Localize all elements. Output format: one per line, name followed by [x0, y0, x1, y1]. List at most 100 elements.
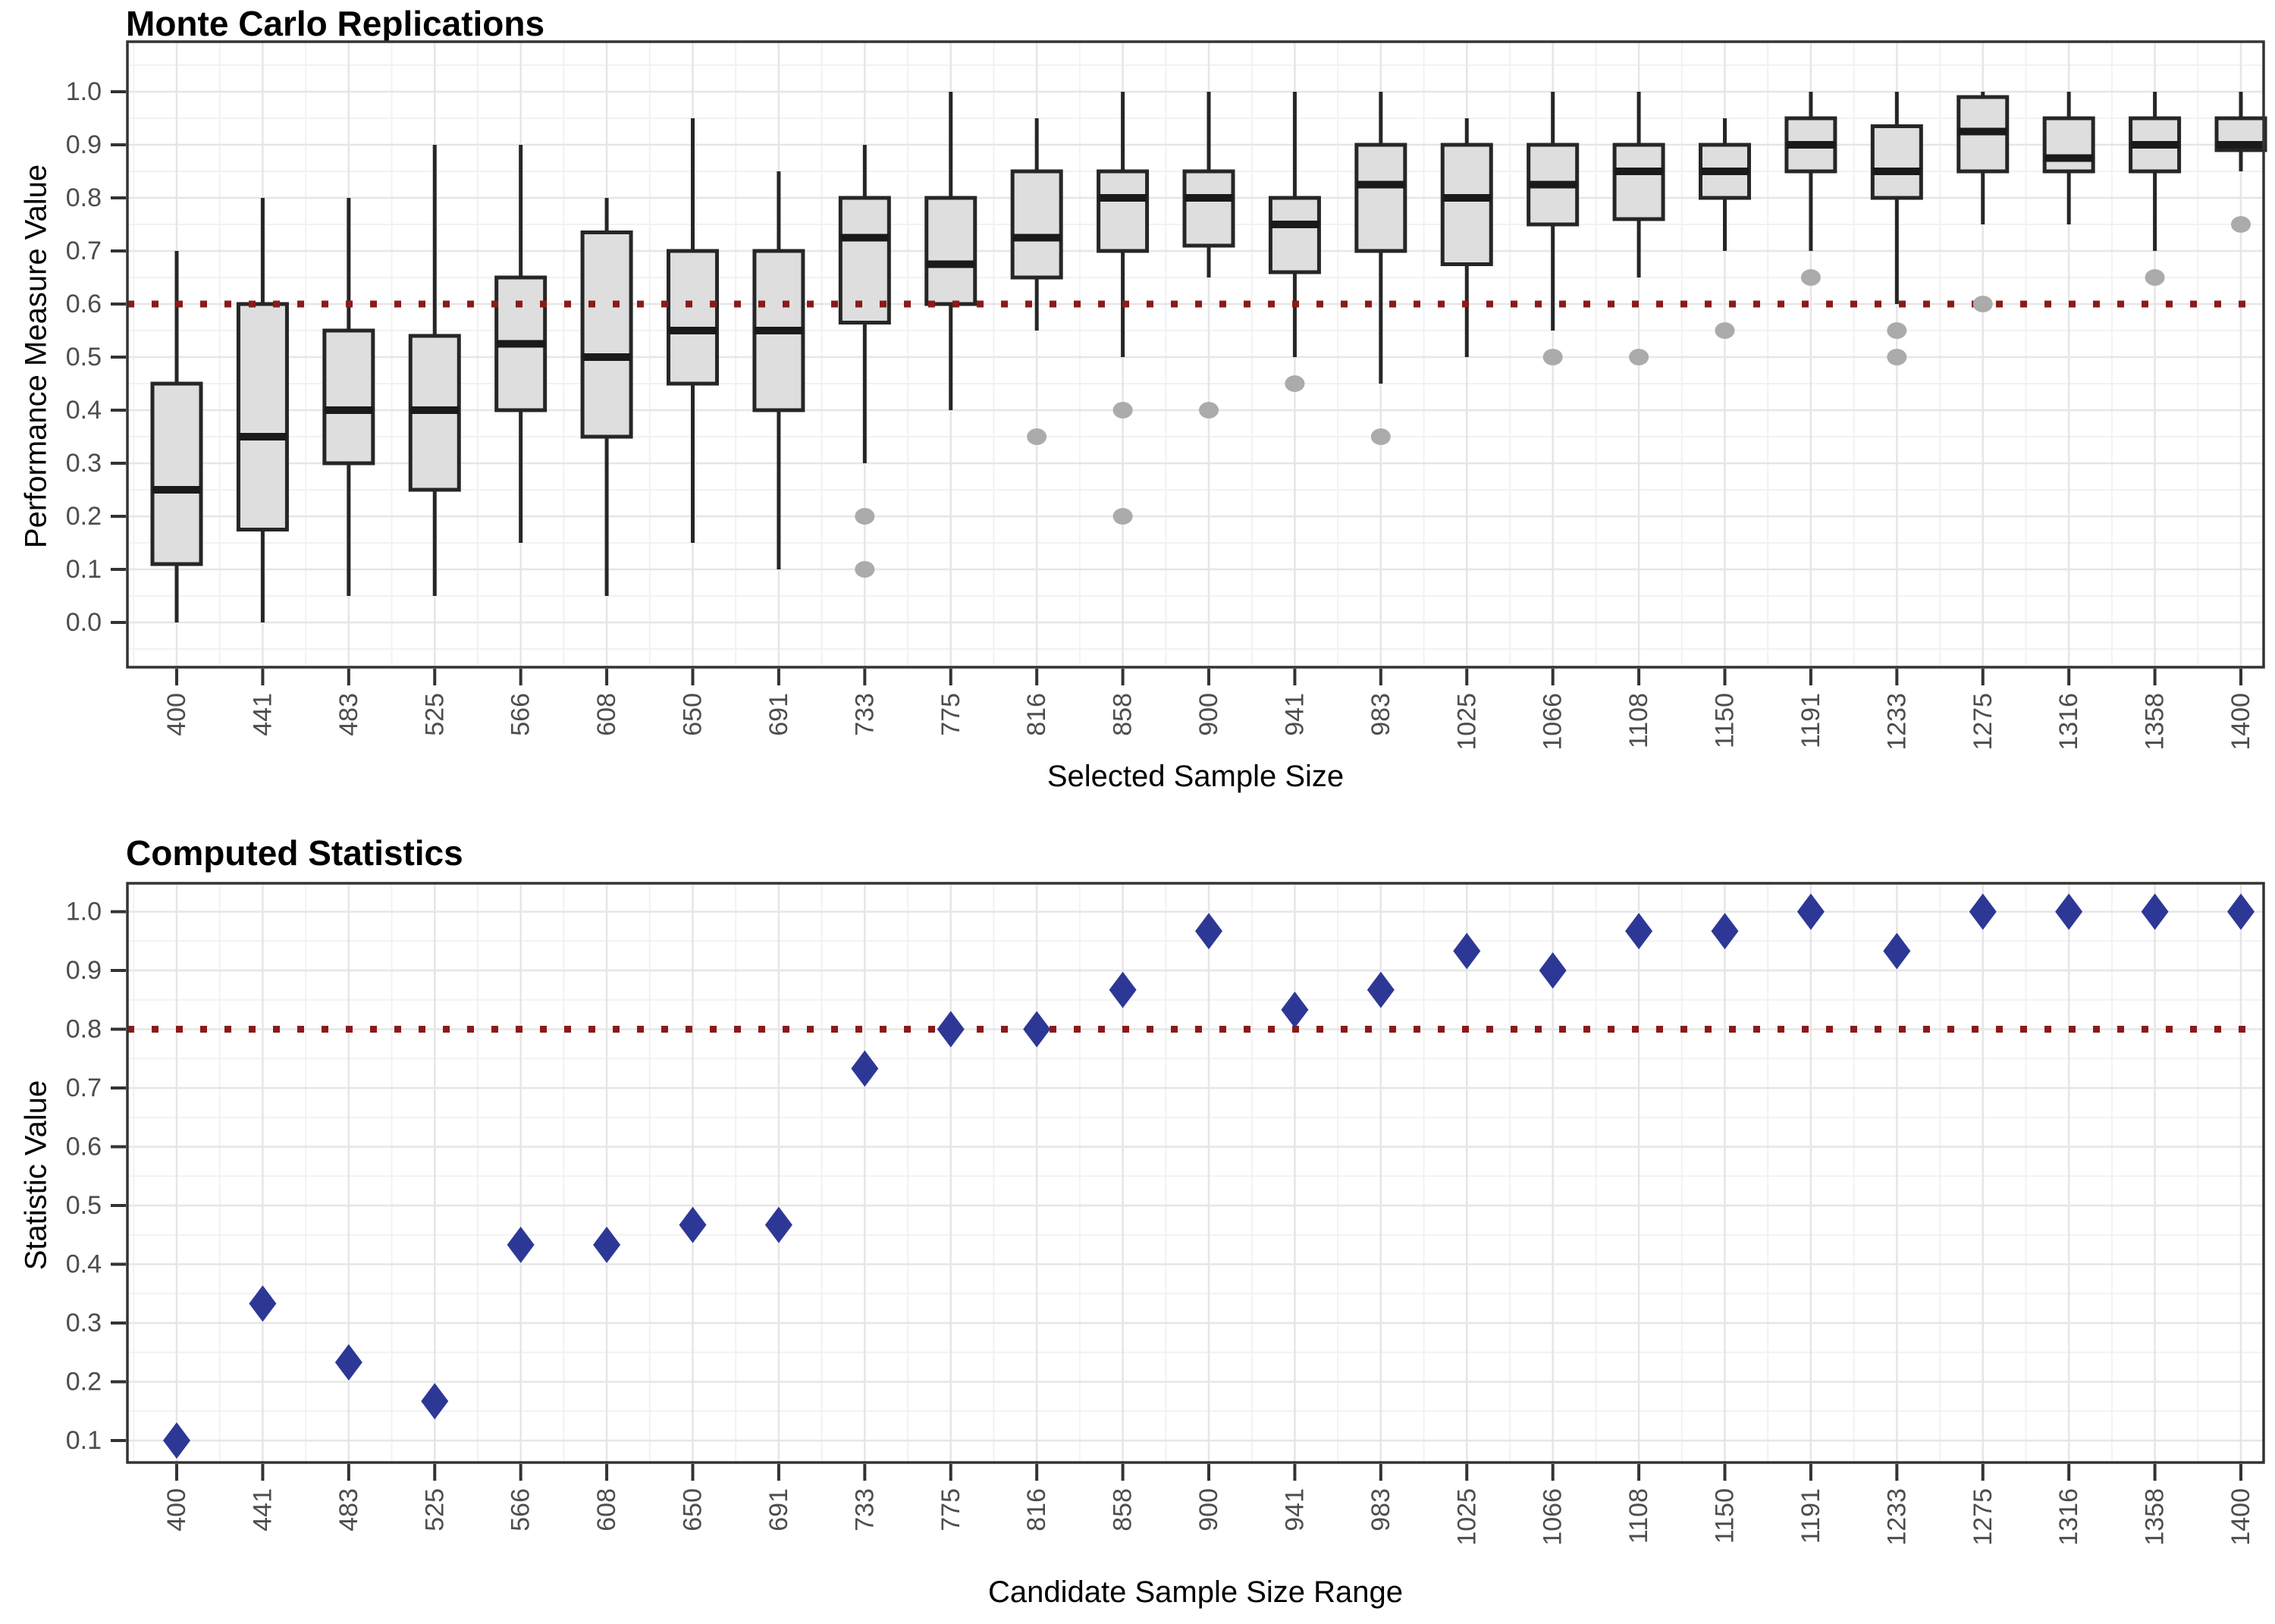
- outlier-point: [1887, 322, 1907, 339]
- x-tick-label: 983: [1367, 1488, 1395, 1532]
- y-tick-label: 0.8: [66, 1015, 102, 1044]
- x-tick-label: 816: [1022, 693, 1051, 736]
- x-tick-label: 1233: [1882, 693, 1911, 751]
- data-point: [764, 1206, 792, 1243]
- boxplot: [150, 251, 203, 622]
- boxplot: [1097, 92, 1150, 357]
- boxplot: [667, 118, 719, 543]
- x-tick-label: 608: [592, 693, 621, 736]
- boxplot: [1010, 118, 1063, 331]
- data-point: [1109, 971, 1137, 1008]
- x-tick-label: 983: [1367, 693, 1395, 736]
- boxplot: [1182, 92, 1235, 277]
- y-tick-label: 0.8: [66, 183, 102, 212]
- boxplot: [1699, 118, 1751, 251]
- x-tick-label: 1233: [1882, 1488, 1911, 1546]
- boxplot: [236, 198, 289, 622]
- boxplot: [1440, 118, 1493, 357]
- data-point: [334, 1343, 362, 1381]
- x-tick-label: 1358: [2141, 693, 2170, 751]
- bottom-y-axis-title: Statistic Value: [19, 1080, 53, 1271]
- outlier-point: [1370, 428, 1391, 445]
- panel-border: [126, 40, 2265, 669]
- x-tick-label: 691: [764, 1488, 793, 1532]
- data-point: [507, 1226, 535, 1263]
- boxplot: [2214, 92, 2267, 171]
- outlier-point: [1112, 402, 1133, 419]
- x-tick-label: 900: [1194, 693, 1223, 736]
- boxplot: [1527, 92, 1580, 331]
- y-tick-label: 0.5: [66, 1191, 102, 1220]
- boxplot: [494, 145, 548, 543]
- boxplot: [1612, 92, 1665, 277]
- boxplots: [150, 92, 2267, 622]
- y-tick-label: 0.9: [66, 130, 102, 159]
- outlier-point: [2231, 216, 2251, 233]
- y-tick-label: 0.7: [66, 1074, 102, 1102]
- x-tick-label: 566: [507, 1488, 535, 1532]
- x-tick-label: 650: [679, 1488, 708, 1532]
- y-tick-label: 0.4: [66, 396, 102, 425]
- x-tick-label: 400: [162, 693, 191, 736]
- boxplot: [1956, 92, 2010, 224]
- y-tick-label: 0.2: [66, 1368, 102, 1397]
- y-axis: 0.0 0.1 0.2 0.3 0.4 0.5 0.6 0.7 0.8 0.9 1.0: [66, 77, 126, 637]
- x-tick-label: 1316: [2054, 1488, 2083, 1546]
- x-tick-label: 858: [1109, 693, 1138, 736]
- x-tick-label: 483: [334, 1488, 363, 1532]
- outlier-point: [855, 508, 875, 525]
- outlier-point: [2145, 269, 2165, 286]
- y-tick-label: 0.5: [66, 343, 102, 372]
- x-tick-label: 775: [937, 693, 965, 736]
- data-point: [679, 1206, 707, 1243]
- y-tick-label: 1.0: [66, 898, 102, 926]
- outlier-point: [1972, 296, 1993, 312]
- data-point: [937, 1011, 965, 1048]
- data-point: [2227, 893, 2255, 930]
- x-tick-label: 566: [507, 693, 535, 736]
- data-point: [1195, 913, 1222, 950]
- boxplot: [1268, 92, 1321, 357]
- x-tick-label: 441: [248, 693, 277, 736]
- boxplot: [1784, 92, 1837, 251]
- x-tick-label: 1066: [1539, 693, 1567, 751]
- data-point: [1281, 991, 1309, 1028]
- outliers: [855, 216, 2251, 578]
- x-tick-label: 1025: [1452, 693, 1481, 751]
- x-tick-label: 900: [1194, 1488, 1223, 1532]
- data-point: [421, 1383, 449, 1420]
- x-tick-label: 1400: [2226, 1488, 2255, 1546]
- data-point: [1711, 913, 1739, 950]
- y-tick-label: 0.6: [66, 290, 102, 318]
- y-tick-label: 0.6: [66, 1133, 102, 1162]
- outlier-point: [1629, 349, 1649, 365]
- x-tick-label: 1066: [1539, 1488, 1567, 1546]
- x-tick-label: 1400: [2226, 693, 2255, 751]
- x-tick-label: 733: [850, 693, 879, 736]
- y-tick-label: 1.0: [66, 77, 102, 106]
- x-tick-label: 1191: [1796, 693, 1825, 748]
- x-tick-label: 1191: [1796, 1488, 1825, 1544]
- top-y-axis-title: Performance Measure Value: [19, 164, 53, 549]
- x-tick-label: 1108: [1624, 693, 1653, 748]
- x-tick-label: 1275: [1969, 693, 1997, 751]
- outlier-point: [1887, 349, 1907, 365]
- x-tick-label: 858: [1109, 1488, 1138, 1532]
- data-point: [2141, 893, 2169, 930]
- outlier-point: [1285, 375, 1305, 392]
- x-tick-label: 525: [420, 693, 449, 736]
- scatter-chart: 0.1 0.2 0.3 0.4 0.5 0.6 0.7 0.8 0.9 1.0 400 441 483 5…: [66, 882, 2265, 1546]
- x-tick-label: 1358: [2141, 1488, 2170, 1546]
- x-tick-label: 608: [592, 1488, 621, 1532]
- x-tick-label: 1316: [2054, 693, 2083, 751]
- boxplot: [838, 145, 891, 463]
- boxplot: [2042, 92, 2095, 224]
- boxplot: [1354, 92, 1407, 384]
- x-tick-label: 775: [937, 1488, 965, 1532]
- x-tick-label: 441: [248, 1488, 277, 1532]
- boxplot: [2129, 92, 2182, 251]
- x-tick-label: 1150: [1711, 1488, 1740, 1544]
- outlier-point: [1715, 322, 1735, 339]
